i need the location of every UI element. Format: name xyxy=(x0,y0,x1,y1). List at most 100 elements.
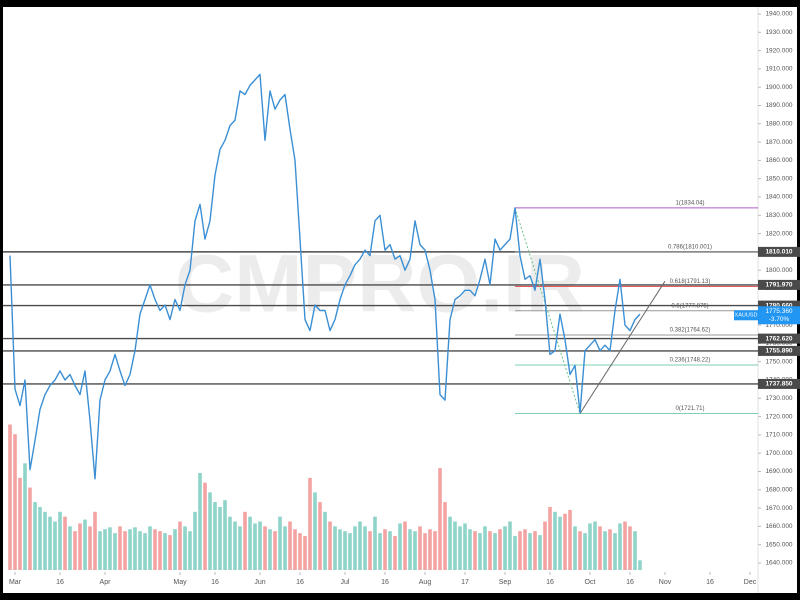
symbol-label: XAUUSD xyxy=(735,313,758,319)
watermark: CMPRO.IR xyxy=(175,239,585,330)
level-label-box xyxy=(758,246,800,257)
volume-bar xyxy=(483,526,487,570)
volume-bar xyxy=(213,502,217,570)
y-tick-label: 1680.000 xyxy=(765,487,792,494)
volume-bar xyxy=(13,434,17,570)
fib-label: 0(1721.71) xyxy=(675,406,704,412)
volume-bar xyxy=(98,531,102,570)
volume-bar xyxy=(523,529,527,570)
volume-bar xyxy=(248,516,252,570)
volume-bar xyxy=(503,526,507,570)
volume-bar xyxy=(103,529,107,570)
level-label-box xyxy=(758,333,800,344)
x-tick-label: 16 xyxy=(56,579,64,586)
volume-bar xyxy=(43,511,47,570)
x-tick-label: Oct xyxy=(585,579,596,586)
y-tick-label: 1670.000 xyxy=(765,505,792,512)
volume-bar xyxy=(428,529,432,570)
volume-bar xyxy=(68,526,72,570)
volume-bar xyxy=(273,531,277,570)
volume-bar xyxy=(363,526,367,570)
volume-bar xyxy=(133,527,137,570)
volume-bar xyxy=(313,492,317,570)
x-tick-label: 16 xyxy=(381,579,389,586)
volume-bar xyxy=(528,533,532,570)
volume-bar xyxy=(8,424,12,570)
fib-label: 0.382(1764.62) xyxy=(670,328,711,334)
volume-bar xyxy=(533,531,537,570)
symbol-box xyxy=(734,310,758,321)
y-tick-label: 1930.000 xyxy=(765,29,792,36)
volume-bar xyxy=(338,529,342,570)
y-tick-label: 1770.000 xyxy=(765,322,792,329)
volume-bar xyxy=(243,511,247,570)
x-tick-label: Apr xyxy=(100,579,112,586)
x-tick-label: Mar xyxy=(9,579,22,586)
volume-bar xyxy=(48,516,52,570)
volume-bar xyxy=(203,482,207,570)
volume-bar xyxy=(478,533,482,570)
volume-bar xyxy=(188,531,192,570)
y-tick-label: 1910.000 xyxy=(765,66,792,73)
volume-bar xyxy=(88,526,92,570)
volume-bar xyxy=(498,529,502,570)
volume-bar xyxy=(108,527,112,570)
x-tick-label: 16 xyxy=(546,579,554,586)
volume-bar xyxy=(398,523,402,570)
volume-bar xyxy=(563,513,567,570)
volume-bar xyxy=(233,521,237,570)
volume-bar xyxy=(468,529,472,570)
y-tick-label: 1850.000 xyxy=(765,175,792,182)
volume-bar xyxy=(613,533,617,570)
volume-bar xyxy=(128,529,132,570)
level-label: 1780.660 xyxy=(765,302,792,309)
volume-bar xyxy=(278,516,282,570)
volume-bar xyxy=(123,531,127,570)
level-label-box xyxy=(758,279,800,290)
volume-bar xyxy=(443,502,447,570)
volume-bar xyxy=(608,529,612,570)
fib-label: 0.618(1791.13) xyxy=(670,279,711,285)
x-tick-label: Dec xyxy=(744,579,757,586)
level-label: 1810.010 xyxy=(765,249,792,256)
volume-bar xyxy=(138,531,142,570)
volume-bar xyxy=(148,526,152,570)
volume-bar xyxy=(493,533,497,570)
volume-bar xyxy=(373,516,377,570)
volume-bar xyxy=(378,533,382,570)
volume-bar xyxy=(573,526,577,570)
level-label: 1755.890 xyxy=(765,348,792,355)
volume-bar xyxy=(168,535,172,570)
volume-bar xyxy=(308,477,312,570)
volume-bar xyxy=(303,536,307,570)
volume-bar xyxy=(193,511,197,570)
y-tick-label: 1700.000 xyxy=(765,450,792,457)
volume-bar xyxy=(58,511,62,570)
volume-bar xyxy=(158,531,162,570)
volume-bar xyxy=(178,521,182,570)
volume-bar xyxy=(183,526,187,570)
y-tick-label: 1710.000 xyxy=(765,432,792,439)
volume-bar xyxy=(143,533,147,570)
level-label: 1762.620 xyxy=(765,335,792,342)
volume-bar xyxy=(258,521,262,570)
y-tick-label: 1690.000 xyxy=(765,468,792,475)
trend-line xyxy=(579,280,666,414)
volume-bar xyxy=(413,531,417,570)
volume-bar xyxy=(368,531,372,570)
y-tick-label: 1870.000 xyxy=(765,139,792,146)
y-tick-label: 1940.000 xyxy=(765,11,792,18)
volume-bar xyxy=(323,511,327,570)
x-tick-label: Aug xyxy=(419,579,432,586)
volume-bar xyxy=(153,529,157,570)
volume-bar xyxy=(38,506,42,570)
volume-bar xyxy=(113,533,117,570)
volume-bar xyxy=(598,526,602,570)
level-label-box xyxy=(758,300,800,311)
level-label: 1791.970 xyxy=(765,282,792,289)
volume-bar xyxy=(513,536,517,570)
y-tick-label: 1860.000 xyxy=(765,157,792,164)
volume-bar xyxy=(83,519,87,570)
x-tick-label: May xyxy=(173,579,187,586)
